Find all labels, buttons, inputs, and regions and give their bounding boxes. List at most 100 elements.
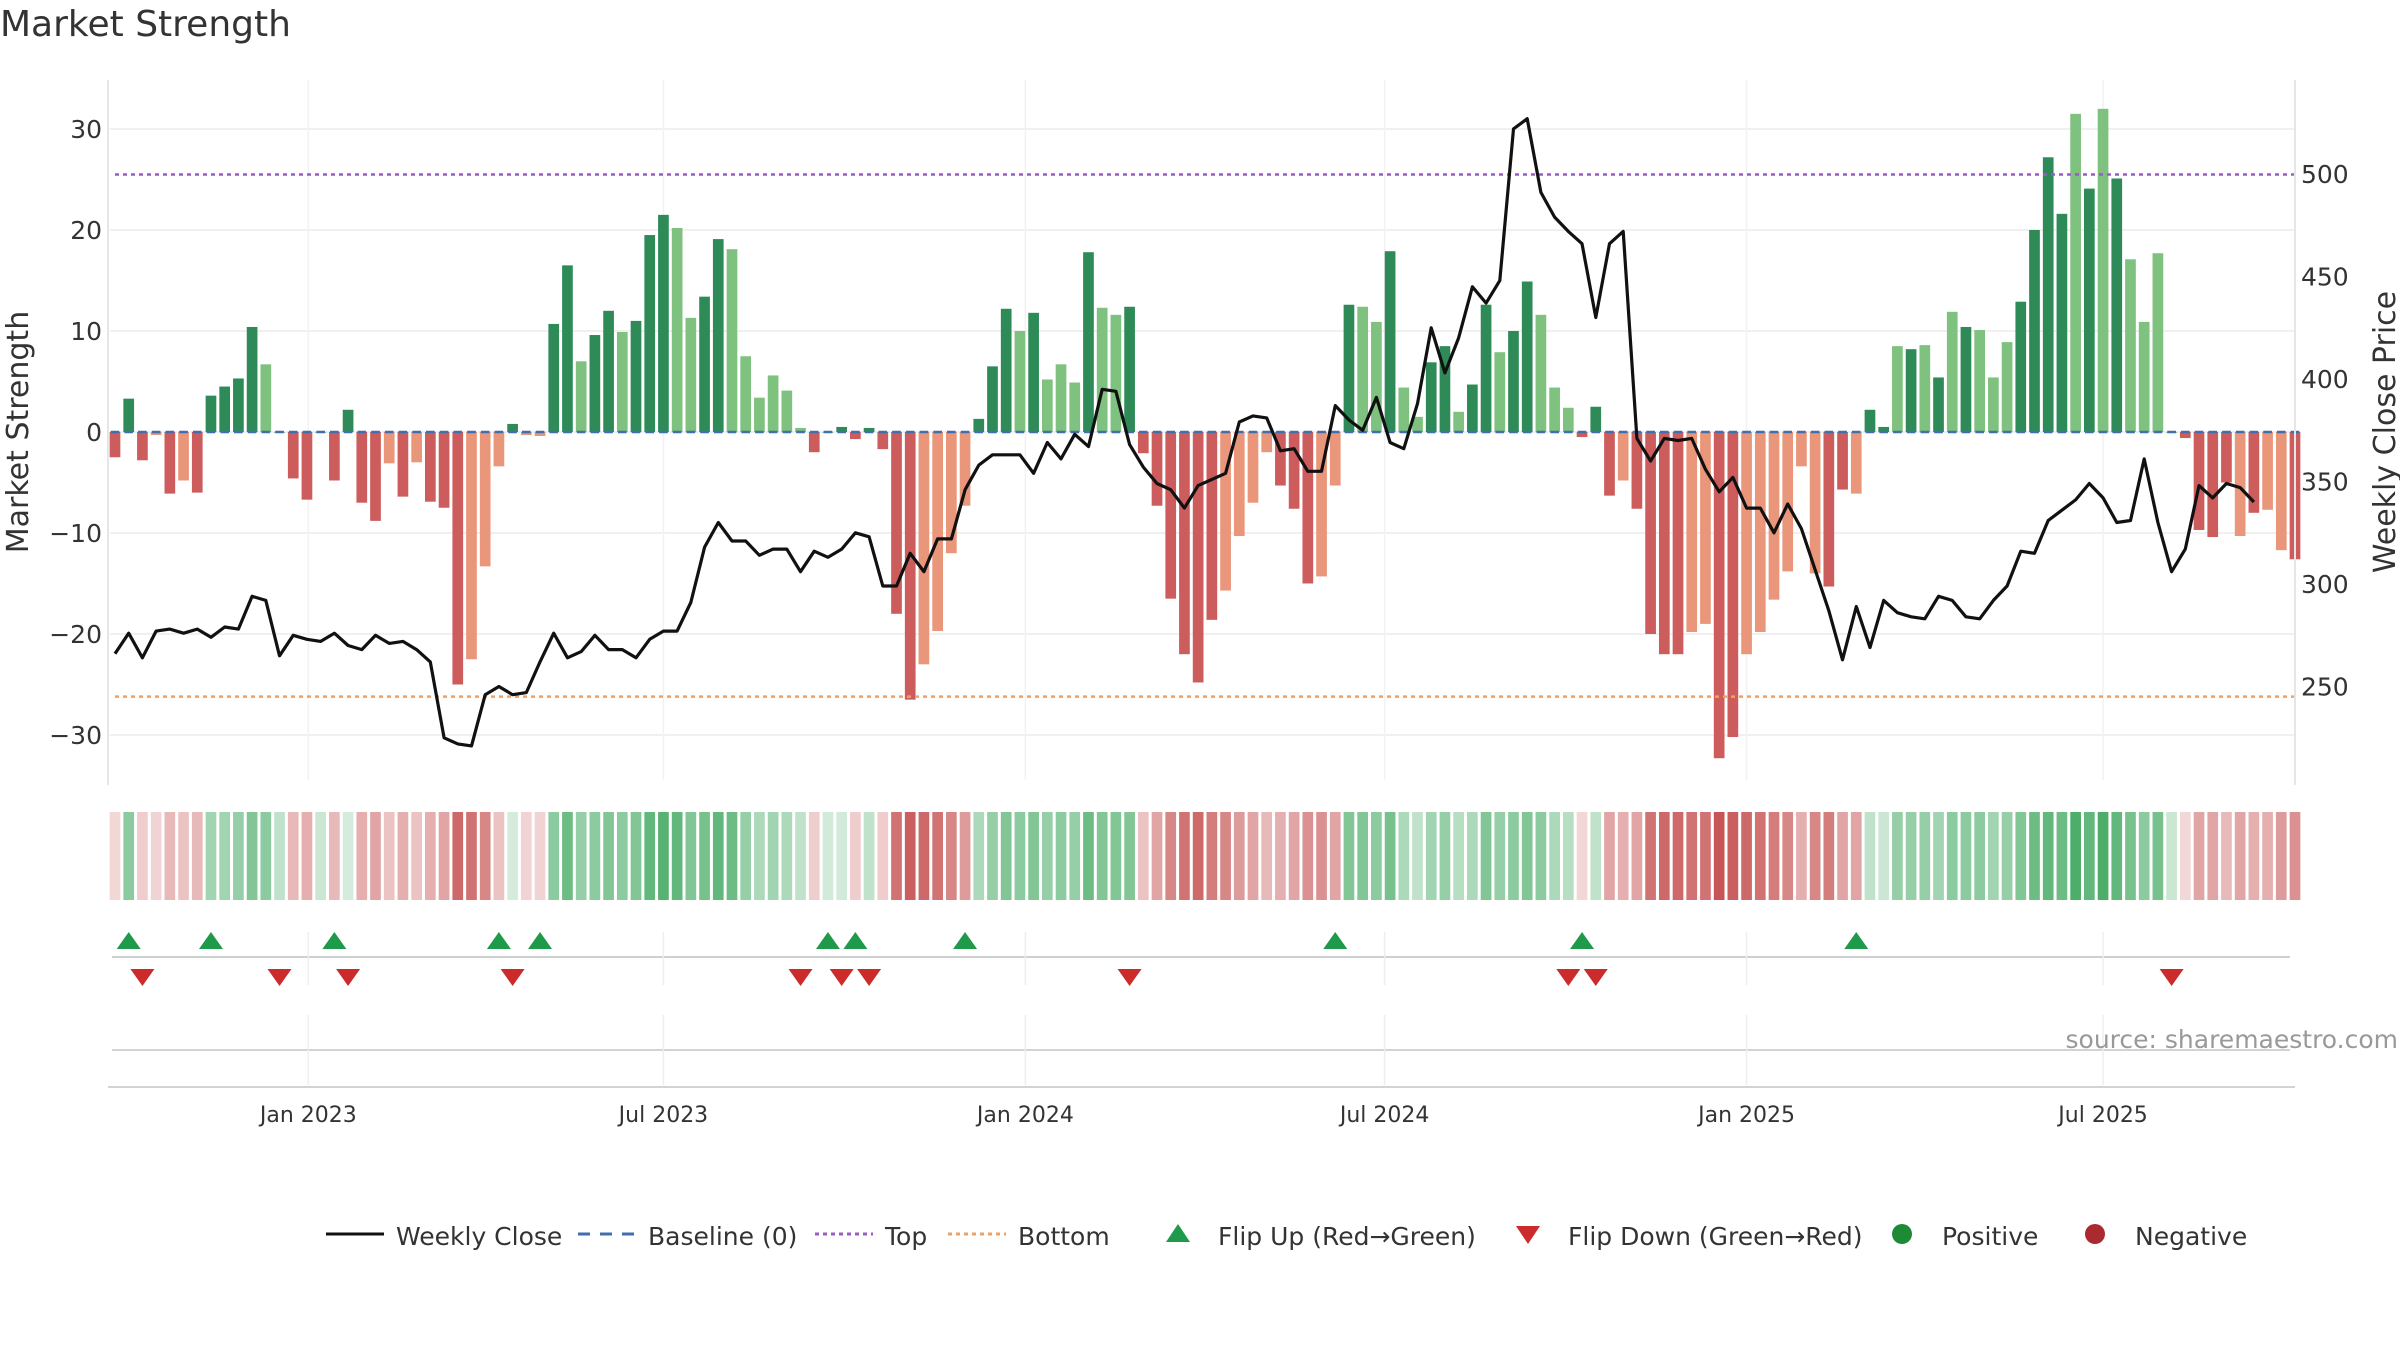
strength-bar: [1192, 432, 1204, 683]
strip-cell: [1480, 812, 1492, 900]
strength-bar: [987, 366, 998, 432]
strength-bar: [1151, 432, 1163, 506]
strength-bar: [1549, 387, 1560, 432]
strip-cell: [836, 812, 848, 900]
strip-cell: [411, 812, 422, 900]
strength-bar: [1083, 252, 1094, 432]
strip-cell: [548, 812, 560, 900]
strength-bar: [1439, 346, 1451, 432]
strip-cell: [2001, 812, 2013, 900]
strip-cell: [356, 812, 368, 900]
strength-bar: [205, 395, 217, 432]
y-left-tick-label: −20: [49, 620, 102, 649]
strip-cell: [452, 812, 464, 900]
strip-cell: [1727, 812, 1739, 900]
strength-bar: [479, 432, 491, 567]
strip-cell: [1754, 812, 1766, 900]
strip-cell: [891, 812, 902, 900]
strength-bar: [1658, 432, 1670, 655]
strip-cell: [1658, 812, 1670, 900]
strength-bar: [1220, 432, 1231, 591]
x-tick-label: Jul 2025: [2056, 1103, 2148, 1128]
strength-bar: [740, 356, 752, 432]
strength-bar: [2042, 157, 2054, 432]
strength-bar: [1933, 377, 1944, 432]
strength-bar: [1837, 432, 1848, 490]
strength-bar: [150, 432, 162, 436]
strength-bar: [2125, 259, 2136, 432]
strength-bar: [2097, 108, 2109, 433]
y-right-tick-label: 400: [2301, 365, 2349, 394]
flip-up-marker: [953, 932, 978, 949]
strength-bar: [1741, 432, 1752, 655]
strip-cell: [1796, 812, 1807, 900]
strip-cell: [383, 812, 395, 900]
strength-bar: [863, 427, 875, 432]
strength-bar: [918, 432, 930, 665]
strength-bar: [1960, 326, 1972, 432]
flip-down-marker: [267, 969, 292, 986]
strip-cell: [1549, 812, 1560, 900]
strength-bar: [383, 432, 395, 464]
strength-bar: [1754, 432, 1766, 632]
strip-cell: [1850, 812, 1862, 900]
price-series: [113, 117, 2256, 748]
strength-bar: [233, 378, 244, 432]
strength-bar: [301, 432, 313, 500]
strength-bar: [562, 265, 573, 432]
strength-bar: [699, 296, 710, 432]
strength-bar: [452, 432, 464, 685]
flip-down-marker: [500, 969, 525, 986]
flip-up-marker: [815, 932, 840, 949]
flip-down-marker: [1583, 969, 1608, 986]
strip-cell: [178, 812, 189, 900]
strip-cell: [795, 812, 806, 900]
strength-bar: [178, 432, 189, 481]
strength-bar: [2275, 432, 2287, 551]
strength-bar: [1892, 346, 1903, 432]
strength-bar: [1425, 362, 1437, 432]
strength-bar: [658, 214, 669, 432]
strength-bar: [548, 323, 560, 432]
strength-bar: [904, 432, 916, 700]
strip-cell: [726, 812, 738, 900]
strip-cell: [2166, 812, 2177, 900]
strip-cell: [932, 812, 943, 900]
strip-cell: [918, 812, 930, 900]
strip-cell: [1110, 812, 1122, 900]
strength-bar: [2234, 432, 2246, 537]
strength-bar: [507, 423, 518, 432]
strip-cell: [1028, 812, 1039, 900]
strength-bar: [795, 427, 806, 432]
strength-bar: [1165, 432, 1177, 599]
strip-cell: [1631, 812, 1643, 900]
strength-bar: [589, 335, 601, 432]
strength-bar: [2262, 432, 2273, 510]
strength-bar: [1329, 432, 1341, 486]
strength-bar: [575, 361, 587, 432]
strength-bar: [1261, 432, 1273, 453]
strength-bar: [164, 432, 176, 494]
strength-bar: [1206, 432, 1218, 620]
strength-bar: [1809, 432, 1821, 574]
strength-bar: [1782, 432, 1794, 572]
strip-cell: [274, 812, 285, 900]
flip-up-marker: [486, 932, 511, 949]
strength-bar: [671, 227, 683, 432]
strength-bar: [1343, 304, 1355, 432]
strip-cell: [1700, 812, 1711, 900]
strip-cell: [2097, 812, 2109, 900]
strength-bar: [1672, 432, 1684, 655]
strip-cell: [1782, 812, 1794, 900]
strip-cell: [987, 812, 998, 900]
flip-up-marker: [1570, 932, 1595, 949]
strength-bar: [1864, 409, 1876, 432]
strip-cell: [329, 812, 340, 900]
legend-label: Negative: [2135, 1222, 2247, 1251]
strength-bar: [2152, 253, 2164, 432]
strip-cell: [1014, 812, 1026, 900]
strip-cell: [1329, 812, 1341, 900]
strength-bar: [1316, 432, 1327, 577]
strip-cell: [1494, 812, 1506, 900]
strength-bar: [630, 320, 642, 432]
